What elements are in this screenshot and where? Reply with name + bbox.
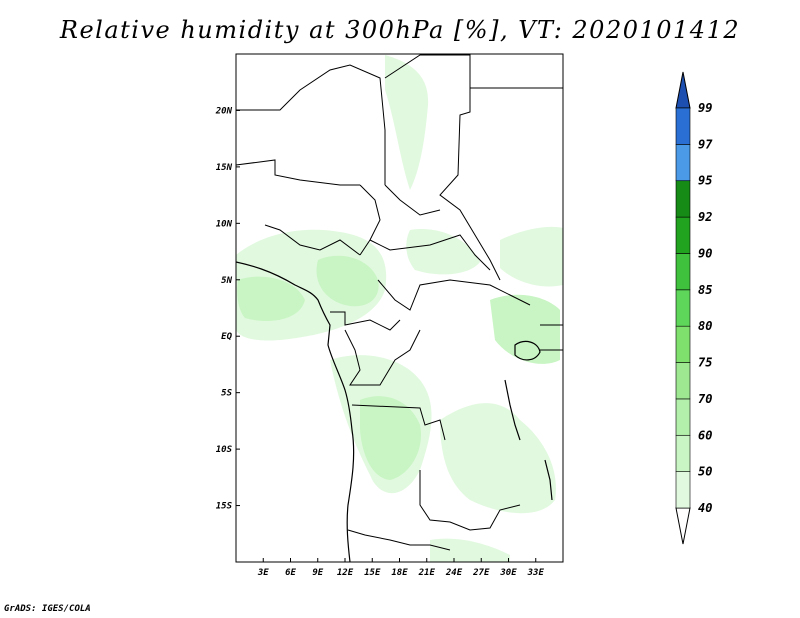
colorbar-segment (675, 325, 691, 363)
colorbar-label: 70 (698, 392, 712, 406)
colorbar-label: 40 (698, 501, 712, 515)
coastline (235, 261, 355, 563)
boundaries (235, 54, 563, 563)
colorbar-label: 75 (698, 356, 712, 370)
humidity-region-gulf (237, 276, 305, 321)
colorbar-segment (675, 107, 691, 145)
lon-tick-label: 27E (472, 568, 490, 578)
lat-tick-label: 20N (215, 106, 233, 116)
lon-tick-label: 15E (364, 568, 381, 578)
lat-tick-label: 10N (216, 219, 233, 229)
chart-title: Relative humidity at 300hPa [%], VT: 202… (59, 16, 741, 44)
lake-victoria (514, 340, 541, 361)
colorbar-label: 85 (698, 283, 712, 297)
colorbar: 40 50 60 70 75 80 85 90 92 95 97 99 (675, 71, 713, 545)
colorbar-label: 90 (698, 246, 712, 260)
lon-tick-label: 21E (418, 568, 436, 578)
lon-tick-label: 30E (499, 568, 517, 578)
lat-lon-axes (540, 324, 563, 351)
colorbar-label: 97 (698, 137, 713, 151)
colorbar-label: 50 (698, 465, 712, 479)
lat-tick-label: 5S (221, 389, 232, 399)
colorbar-segment (675, 216, 691, 254)
lat-tick-label: 15S (216, 502, 233, 512)
lat-tick-label: EQ (221, 332, 232, 342)
colorbar-segment (675, 398, 691, 436)
humidity-region-cameroon (316, 255, 379, 307)
lat-tick-label: 10S (216, 445, 233, 455)
longitude-axis: 3E 6E 9E 12E 15E 18E 21E 24E 27E 30E 33E (257, 558, 545, 578)
colorbar-segment (675, 434, 691, 472)
humidity-region-lakes (490, 294, 560, 364)
humidity-region-south (430, 538, 510, 562)
lake-malawi (544, 459, 553, 501)
lat-tick-label: 5N (221, 276, 232, 286)
latitude-axis: 20N 15N 10N 5N EQ 5S 10S 15S (215, 106, 240, 512)
colorbar-segment (675, 362, 691, 400)
grads-credit: GrADS: IGES/COLA (4, 604, 91, 614)
country-borders (235, 54, 563, 551)
colorbar-label: 60 (698, 428, 712, 442)
colorbar-segment (675, 253, 691, 291)
humidity-region-sudan (406, 229, 480, 275)
lon-tick-label: 33E (527, 568, 545, 578)
colorbar-segment (675, 289, 691, 327)
humidity-region-east (440, 403, 556, 514)
colorbar-segment (675, 144, 691, 182)
humidity-region-angola (360, 396, 421, 480)
colorbar-label: 80 (698, 319, 712, 333)
lon-tick-label: 24E (445, 568, 463, 578)
humidity-region-north (385, 55, 429, 190)
colorbar-low-arrow (675, 507, 691, 545)
humidity-region-east-ridge (500, 226, 563, 287)
lat-tick-label: 15N (216, 163, 233, 173)
lon-tick-label: 12E (337, 568, 354, 578)
lon-tick-label: 6E (285, 568, 296, 578)
colorbar-label: 95 (698, 174, 712, 188)
colorbar-segment (675, 180, 691, 218)
colorbar-label: 99 (698, 101, 712, 115)
colorbar-segment (675, 471, 691, 509)
colorbar-label: 92 (698, 210, 712, 224)
lon-tick-label: 3E (257, 568, 269, 578)
lake-tanganyika (504, 379, 521, 441)
humidity-shading (236, 55, 563, 562)
lon-tick-label: 9E (312, 568, 323, 578)
colorbar-high-arrow (675, 71, 691, 109)
lon-tick-label: 18E (391, 568, 408, 578)
